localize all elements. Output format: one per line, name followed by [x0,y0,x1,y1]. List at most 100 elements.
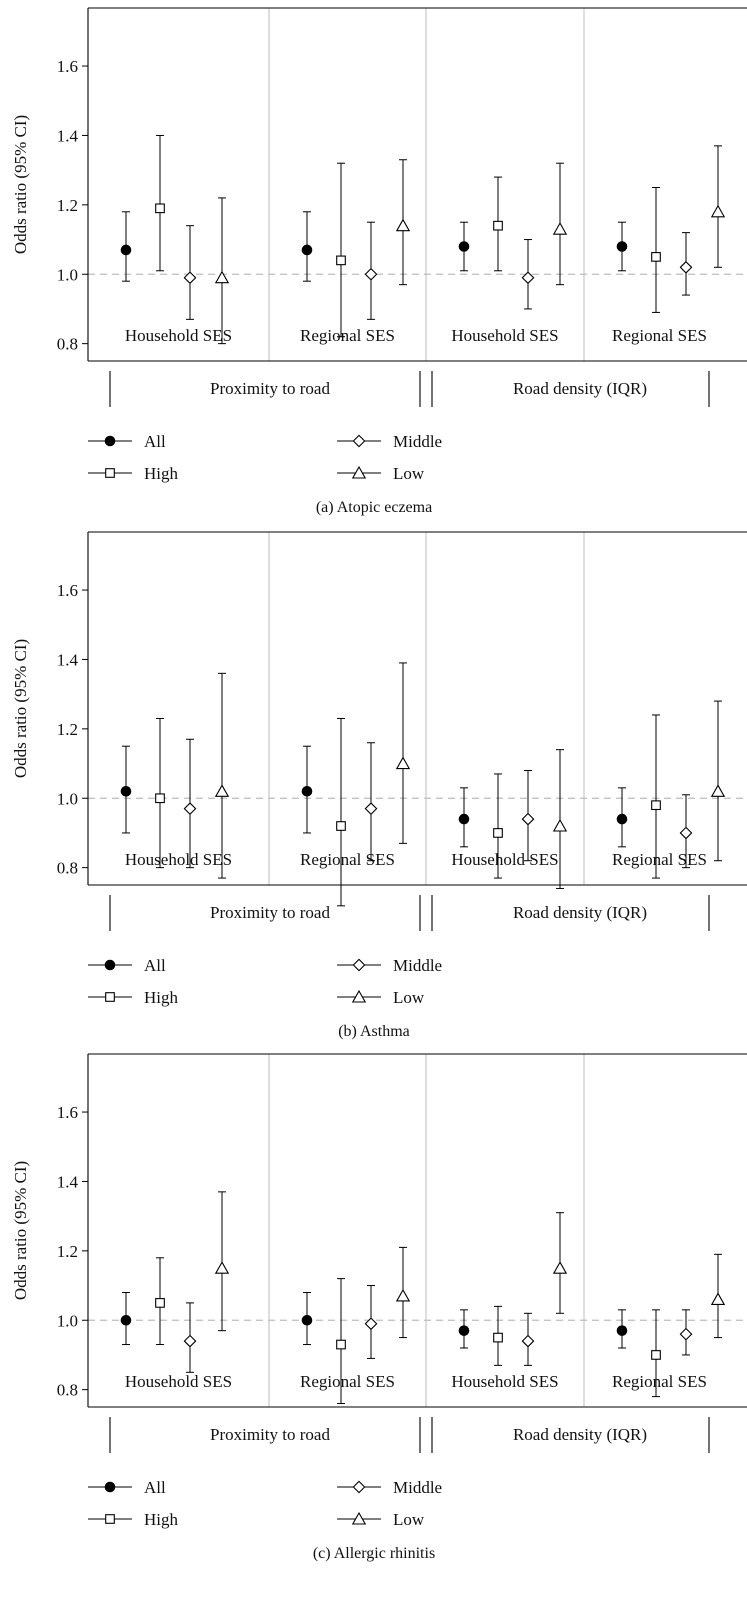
legend-marker-high [105,468,115,478]
legend-item-middle: Middle [337,1478,442,1497]
point-low [710,204,726,218]
legend-item-low: Low [337,988,425,1007]
point-all [120,786,132,797]
legend-label: All [144,956,166,975]
point-all [120,244,132,256]
legend-label: All [144,432,166,451]
point-low [710,784,726,797]
legend-label: All [144,1478,166,1497]
point-all [616,813,628,825]
point-high [651,252,661,262]
point-all [301,1314,313,1326]
y-tick-label: 1.0 [57,265,78,284]
point-high [493,220,503,231]
point-middle [521,812,535,826]
figure-caption: (b) Asthma [338,1023,410,1040]
point-all [120,1314,132,1326]
point-high [493,828,503,838]
y-tick-label: 1.2 [57,720,78,739]
panel-label: Regional SES [612,850,707,869]
point-low [214,1261,230,1274]
panel-label: Household SES [451,1372,558,1391]
y-tick-label: 1.6 [57,581,78,600]
legend-label: Middle [393,1478,442,1497]
legend-marker-middle [352,434,366,448]
panel-label: Regional SES [300,1372,395,1391]
legend-item-middle: Middle [337,432,442,451]
point-high [155,793,165,804]
point-low [214,270,230,284]
legend-marker-low [351,1511,367,1525]
legend-marker-low [351,989,367,1003]
legend-label: High [144,464,179,483]
legend-marker-all [104,435,116,447]
group-label: Proximity to road [210,379,330,398]
chart-asthma: 0.8 1.0 1.2 1.4 1.6 Odds ratio (95% CI) Househ… [11,531,747,1040]
point-middle [183,1334,197,1348]
legend-item-high: High [88,464,179,483]
group-label: Road density (IQR) [513,903,647,922]
legend-item-high: High [88,988,179,1007]
legend-label: Middle [393,432,442,451]
legend-item-all: All [88,432,166,451]
point-high [155,203,165,214]
legend-marker-high [105,992,115,1002]
y-tick-label: 0.8 [57,1381,78,1400]
panel-label: Household SES [125,326,232,345]
point-all [458,1325,470,1336]
point-low [552,1261,568,1274]
point-high [336,255,346,266]
y-tick-label: 0.8 [57,335,78,354]
point-all [458,813,470,825]
point-all [301,786,313,797]
point-low [395,756,411,770]
point-low [395,1288,411,1302]
panel-label: Household SES [451,850,558,869]
legend-marker-middle [352,1480,366,1494]
legend-label: Middle [393,956,442,975]
point-low [710,1292,726,1305]
panel-label: Regional SES [300,326,395,345]
legend-item-middle: Middle [337,956,442,975]
figure-caption: (c) Allergic rhinitis [313,1545,435,1562]
y-axis-label: Odds ratio (95% CI) [11,639,30,778]
panel-label: Regional SES [612,326,707,345]
legend-item-low: Low [337,464,425,483]
point-middle [679,1327,693,1341]
point-low [214,784,230,797]
point-all [301,244,313,256]
panel-label: Regional SES [612,1372,707,1391]
y-tick-label: 1.2 [57,1242,78,1261]
y-tick-label: 1.4 [57,650,79,669]
point-all [616,241,628,252]
point-middle [679,260,693,274]
legend-label: High [144,1510,179,1529]
y-tick-label: 1.6 [57,1103,78,1122]
panel-label: Regional SES [300,850,395,869]
chart-allergic-rhinitis: 0.8 1.0 1.2 1.4 1.6 Odds ratio (95% CI) Househ… [11,1053,747,1562]
point-all [616,1325,628,1336]
legend-marker-low [351,465,367,479]
legend-label: Low [393,988,425,1007]
legend-item-all: All [88,956,166,975]
legend-marker-all [104,1481,116,1493]
legend-marker-middle [352,958,366,972]
group-label: Road density (IQR) [513,379,647,398]
y-axis-label: Odds ratio (95% CI) [11,1161,30,1300]
legend-item-all: All [88,1478,166,1497]
point-middle [183,271,197,285]
group-label: Road density (IQR) [513,1425,647,1444]
point-low [552,818,568,832]
point-high [651,800,661,811]
y-tick-label: 1.0 [57,1311,78,1330]
y-tick-label: 1.4 [57,126,79,145]
legend-item-low: Low [337,1510,425,1529]
y-tick-label: 0.8 [57,859,78,878]
panel-label: Household SES [125,1372,232,1391]
y-tick-label: 1.0 [57,789,78,808]
point-high [336,1339,346,1350]
point-middle [364,1317,378,1331]
legend-label: Low [393,1510,425,1529]
